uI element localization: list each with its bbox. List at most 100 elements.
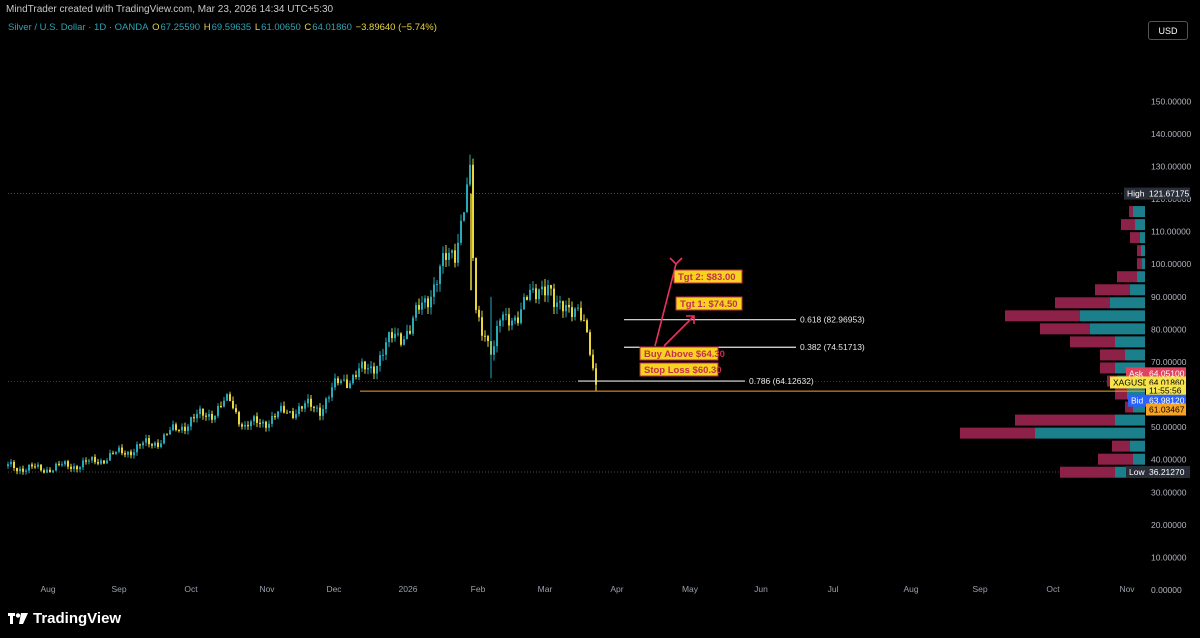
tradingview-logo[interactable]: TradingView [8,610,121,627]
low-tag-bg [1126,466,1146,479]
candle-body [313,406,315,408]
candle-body [394,333,396,339]
candle-body [124,453,126,455]
candle-body [76,466,78,470]
candle-body [106,460,108,464]
candle-body [22,468,24,472]
price-tick-8: 70.00000 [1151,357,1187,367]
candle-body [277,411,279,418]
candle-body [529,289,531,300]
candle-body [505,314,507,316]
candle-body [229,394,231,401]
time-tick-8: Apr [610,584,623,594]
candle-body [274,415,276,418]
candle-body [316,407,318,409]
vp-bar-up-5 [1137,271,1145,283]
vp-bar-down-6 [1095,284,1130,296]
candle-body [568,304,570,308]
vp-bar-up-4 [1142,258,1145,270]
candle-body [67,461,69,467]
vp-bar-up-9 [1090,323,1145,335]
fib-label-2: 0.786 (64.12632) [749,376,814,386]
candle-body [16,467,18,472]
vp-bar-up-16 [1115,414,1145,426]
candle-body [121,447,123,454]
buy-above-box: Buy Above $64.30 [639,346,725,361]
candle-body [181,426,183,431]
candle-body [349,383,351,389]
candle-body [592,354,594,369]
candle-body [451,250,453,253]
time-tick-1: Sep [111,584,126,594]
candle-body [481,317,483,336]
time-tick-12: Aug [903,584,918,594]
candle-body [403,339,405,345]
candle-body [280,405,282,412]
vp-bar-up-8 [1080,310,1145,322]
candle-body [163,434,165,444]
price-tick-4: 110.00000 [1151,227,1191,237]
candle-body [262,421,264,424]
ask-value: 64.05100 [1149,368,1185,378]
vp-bar-up-6 [1130,284,1145,296]
price-chart[interactable]: 0.618 (82.96953) 0.382 (74.51713) 0.786 (6… [0,0,1200,604]
symbol-name[interactable]: Silver / U.S. Dollar · 1D · OANDA [8,22,149,33]
candle-body [457,242,459,263]
candle-body [367,368,369,370]
bid-tag: Bid [1131,396,1144,406]
candle-body [523,296,525,310]
candle-body [283,405,285,413]
candle-body [511,320,513,326]
candle-body [310,398,312,407]
target-arrows [654,257,695,347]
candle-body [361,361,363,369]
candle-body [439,266,441,285]
candle-body [556,302,558,308]
candle-body [88,460,90,462]
price-tick-5: 100.00000 [1151,259,1191,269]
candle-body [196,413,198,419]
candle-body [445,253,447,260]
candle-body [100,460,102,464]
candle-body [64,461,66,465]
candle-body [211,414,213,420]
candle-body [466,184,468,213]
vp-bar-down-1 [1121,219,1135,231]
vp-bar-up-15 [1133,401,1145,413]
ask-value-bg [1146,367,1186,380]
candle-body [208,414,210,417]
candle-body [319,407,321,416]
close-value: 64.01860 [312,22,352,33]
candle-body [454,250,456,263]
low-value-bg [1146,466,1190,479]
candle-body [202,408,204,416]
vp-bar-down-19 [1098,453,1133,465]
candle-body [271,415,273,424]
price-tick-0: 150.00000 [1151,96,1191,106]
candle-body [295,414,297,418]
vp-bar-down-11 [1100,349,1125,361]
candle-body [214,415,216,420]
candle-body [496,326,498,347]
candle-body [358,368,360,377]
high-value-bg [1146,187,1190,200]
candle-body [502,314,504,321]
candle-body [397,333,399,335]
candle-body [571,307,573,317]
vp-bar-down-12 [1100,362,1115,374]
candle-body [49,469,51,473]
candle-body [58,463,60,465]
candle-body [13,461,15,468]
candle-body [232,400,234,409]
candle-body [223,400,225,407]
candle-body [463,212,465,221]
vp-bar-down-14 [1115,388,1127,400]
currency-button[interactable]: USD [1148,21,1188,40]
time-tick-7: Mar [538,584,553,594]
symbol-legend[interactable]: Silver / U.S. Dollar · 1D · OANDA O67.25… [8,22,437,33]
candle-body [448,252,450,260]
trade-annotations: Tgt 2: $83.00 Tgt 1: $74.50 Buy Above $64.… [639,269,743,377]
candle-body [421,302,423,310]
candle-body [553,288,555,308]
candle-body [373,366,375,374]
